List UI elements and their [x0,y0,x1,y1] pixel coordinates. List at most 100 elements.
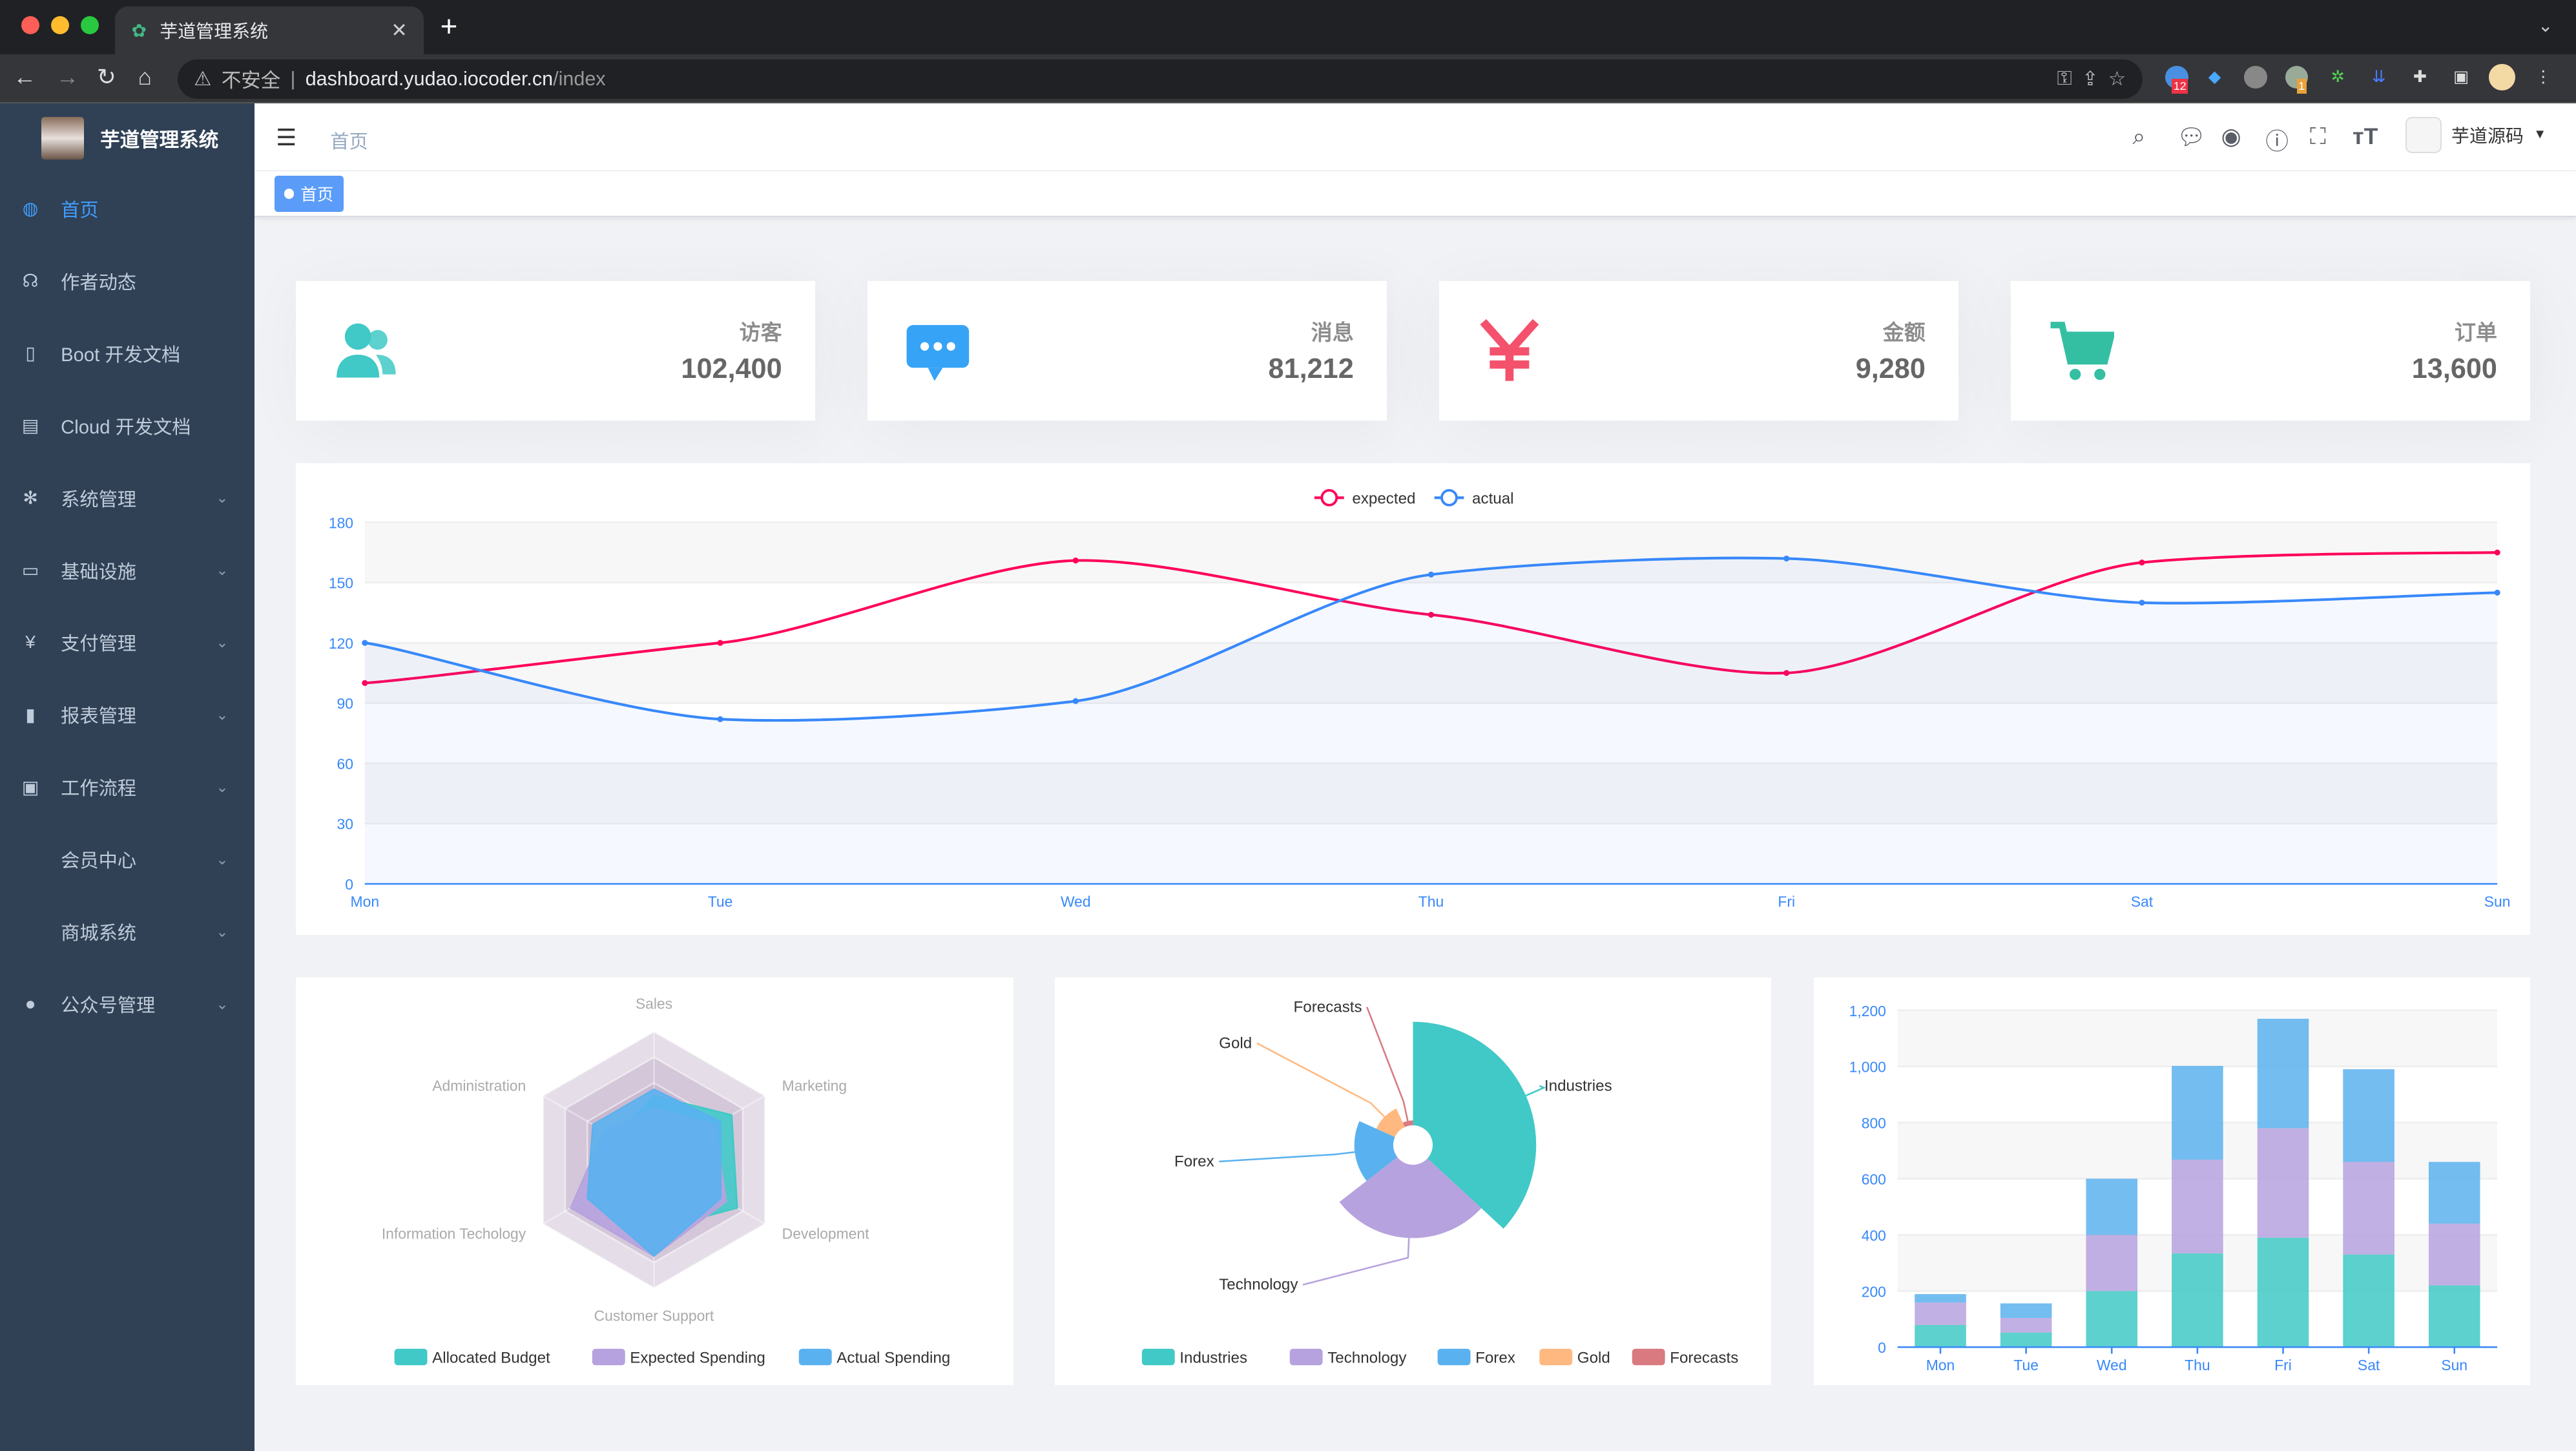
reload-icon[interactable]: ↻ [97,64,116,90]
legend-swatch-icon [394,1349,428,1366]
address-bar[interactable]: ⚠ 不安全 | dashboard.yudao.iocoder.cn/index… [177,59,2143,99]
minimize-window-button[interactable] [50,16,69,35]
data-point [717,640,723,646]
bar-segment [2000,1318,2052,1333]
sidebar-item-2[interactable]: ▯ Boot 开发文档 [0,317,254,390]
stat-card-0[interactable]: 访客 102,400 [295,280,815,421]
legend-label: expected [1352,490,1415,508]
sidebar-item-10[interactable]: 商城系统 ⌄ [0,895,254,968]
extension-icon[interactable]: 1 [2285,65,2309,94]
sidebar-item-label: 首页 [61,200,99,221]
sidebar-item-3[interactable]: ▤ Cloud 开发文档 [0,390,254,462]
warning-icon: ⚠ [194,67,212,90]
tab-search-chevron-icon[interactable]: ⌄ [2538,15,2553,36]
tag-home[interactable]: 首页 [274,176,344,213]
y-tick-label: 60 [337,756,353,773]
menu-icon[interactable]: ⋮ [2535,67,2551,86]
chevron-down-icon: ⌄ [216,489,229,506]
stat-card-1[interactable]: 消息 81,212 [867,280,1387,421]
x-tick-label: Tue [2013,1357,2039,1373]
chevron-down-icon: ⌄ [216,995,229,1012]
radar-indicator-label: Marketing [782,1078,846,1094]
favicon-icon: ✿ [131,20,147,41]
breadcrumb[interactable]: 首页 [330,131,368,152]
hamburger-icon[interactable]: ☰ [276,125,297,151]
share-icon[interactable]: ⇪ [2081,67,2099,90]
legend-item-expected: expected [1314,489,1415,508]
bar-segment [2000,1332,2052,1348]
extension-icon[interactable]: ✲ [2331,67,2345,86]
sidebar-item-8[interactable]: ▣ 工作流程 ⌄ [0,751,254,823]
sidebar-item-0[interactable]: ◍ 首页 [0,172,254,245]
font-size-icon[interactable]: тT [2353,123,2378,149]
chevron-down-icon: ⌄ [216,633,229,651]
github-icon[interactable]: ◉ [2221,123,2241,149]
key-icon[interactable]: ⚿ [2057,67,2072,90]
sidebar-item-1[interactable]: ☊ 作者动态 [0,245,254,317]
fullscreen-icon[interactable]: ⛶ [2310,123,2326,149]
pie-slice-Forecasts [1402,1120,1413,1127]
forward-icon[interactable]: → [56,64,79,90]
help-icon[interactable]: ⓘ [2265,128,2289,154]
chevron-down-icon: ⌄ [216,778,229,795]
bar-segment [2257,1019,2309,1129]
stat-card-2[interactable]: 金额 9,280 [1439,280,1958,421]
tag-label: 首页 [300,186,334,205]
home-icon[interactable]: ⌂ [138,64,152,90]
maximize-window-button[interactable] [80,16,99,35]
sidepanel-icon[interactable]: ▣ [2453,67,2469,86]
legend-swatch-icon [1632,1349,1665,1366]
caret-down-icon: ▼ [2533,127,2547,142]
extension-icon[interactable] [2244,65,2267,89]
legend-swatch-icon [798,1349,832,1366]
avatar [2405,116,2442,153]
sidebar-item-label: 公众号管理 [61,996,156,1016]
gear-icon: ✻ [23,488,38,508]
search-icon[interactable]: ⌕ [2132,123,2146,149]
pie-slice-Technology [1339,1157,1482,1238]
sidebar-item-9[interactable]: 会员中心 ⌄ [0,823,254,895]
sidebar-item-11[interactable]: ● 公众号管理 ⌄ [0,968,254,1040]
diamond-extension-icon[interactable]: ◆ [2208,67,2221,86]
legend-item: Actual Spending [798,1349,950,1367]
x-tick-label: Wed [2097,1357,2127,1373]
wechat-icon: ● [25,994,36,1014]
bar-segment [2172,1066,2223,1160]
sidebar-item-5[interactable]: ▭ 基础设施 ⌄ [0,534,254,607]
radar-chart-panel: Sales Administration Information Techology… [295,977,1014,1386]
close-tab-icon[interactable]: ✕ [391,19,408,41]
legend-swatch-icon [1141,1349,1175,1366]
profile-avatar[interactable] [2489,64,2515,90]
sidebar-logo[interactable]: 芋道管理系统 [0,103,254,172]
data-point [2139,600,2145,606]
sidebar-item-6[interactable]: ¥ 支付管理 ⌄ [0,606,254,678]
close-window-button[interactable] [21,16,40,35]
sidebar-item-7[interactable]: ▮ 报表管理 ⌄ [0,678,254,751]
bar-segment [2257,1238,2309,1348]
back-icon[interactable]: ← [13,64,36,90]
logo-image [41,116,84,160]
bar-segment [2000,1303,2052,1319]
new-tab-icon[interactable]: + [440,10,458,43]
browser-tab[interactable]: ✿ 芋道管理系统 ✕ [115,6,424,54]
grid-band [364,643,2497,704]
y-tick-label: 0 [1878,1339,1886,1356]
radar-indicator-label: Customer Support [594,1308,714,1324]
message-icon[interactable]: 💬︎ [2176,123,2207,150]
legend-swatch-icon [1289,1349,1323,1366]
user-dropdown[interactable]: 芋道源码 ▼ [2405,116,2547,153]
sidebar-item-4[interactable]: ✻ 系统管理 ⌄ [0,462,254,534]
sidebar-item-label: 商城系统 [61,923,137,945]
legend-label: Expected Spending [630,1350,765,1367]
puzzle-icon[interactable]: ✚ [2413,67,2427,86]
stat-card-3[interactable]: 订单 13,600 [2011,280,2530,421]
legend-label: Gold [1577,1350,1610,1367]
user-name: 芋道源码 [2451,125,2524,146]
extension-icon[interactable]: 12 [2165,65,2188,94]
line-chart: 0 30 60 90 120 150 180 Mon Tue Wed Thu Fri Sat Sun exp… [329,489,2510,910]
bookmark-star-icon[interactable]: ☆ [2108,67,2126,90]
legend-item: Industries [1141,1349,1247,1367]
extension-icon[interactable]: ⇊ [2372,67,2386,86]
data-point [2494,549,2500,556]
